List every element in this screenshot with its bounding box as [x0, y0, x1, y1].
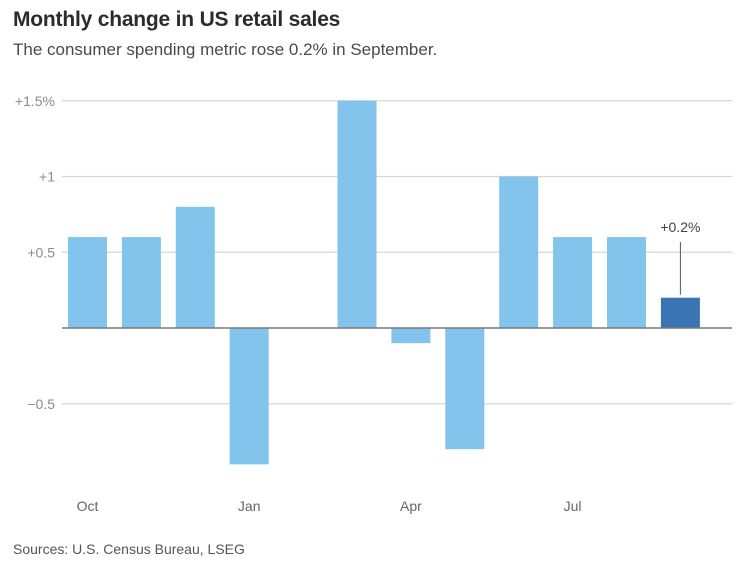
bar-apr — [391, 328, 431, 344]
bar-mar — [337, 100, 377, 328]
highlight-value-label: +0.2% — [660, 219, 700, 235]
y-tick-label: −0.5 — [27, 396, 55, 412]
y-tick-label: +1 — [39, 169, 55, 185]
bar-oct — [68, 237, 107, 328]
bar-jun — [499, 176, 539, 328]
bar-jan — [229, 328, 269, 465]
bar-sep — [660, 297, 700, 328]
y-tick-label: +0.5 — [27, 244, 55, 260]
x-tick-label: Jan — [238, 498, 261, 514]
chart-title: Monthly change in US retail sales — [13, 8, 341, 31]
bars — [68, 100, 700, 465]
bar-may — [445, 328, 485, 450]
bar-aug — [607, 237, 646, 328]
x-tick-label: Apr — [400, 498, 422, 514]
chart-source: Sources: U.S. Census Bureau, LSEG — [13, 541, 245, 557]
chart-subtitle: The consumer spending metric rose 0.2% i… — [13, 40, 438, 59]
annotations: +0.2% — [660, 219, 700, 295]
bar-dec — [175, 206, 215, 328]
bar-nov — [121, 237, 161, 328]
x-tick-label: Jul — [564, 498, 582, 514]
bar-jul — [553, 237, 593, 328]
axes: +1.5% +1 +0.5 −0.5 Oct Jan Apr Jul — [15, 93, 732, 514]
x-tick-label: Oct — [77, 498, 99, 514]
y-tick-label: +1.5% — [15, 93, 55, 109]
